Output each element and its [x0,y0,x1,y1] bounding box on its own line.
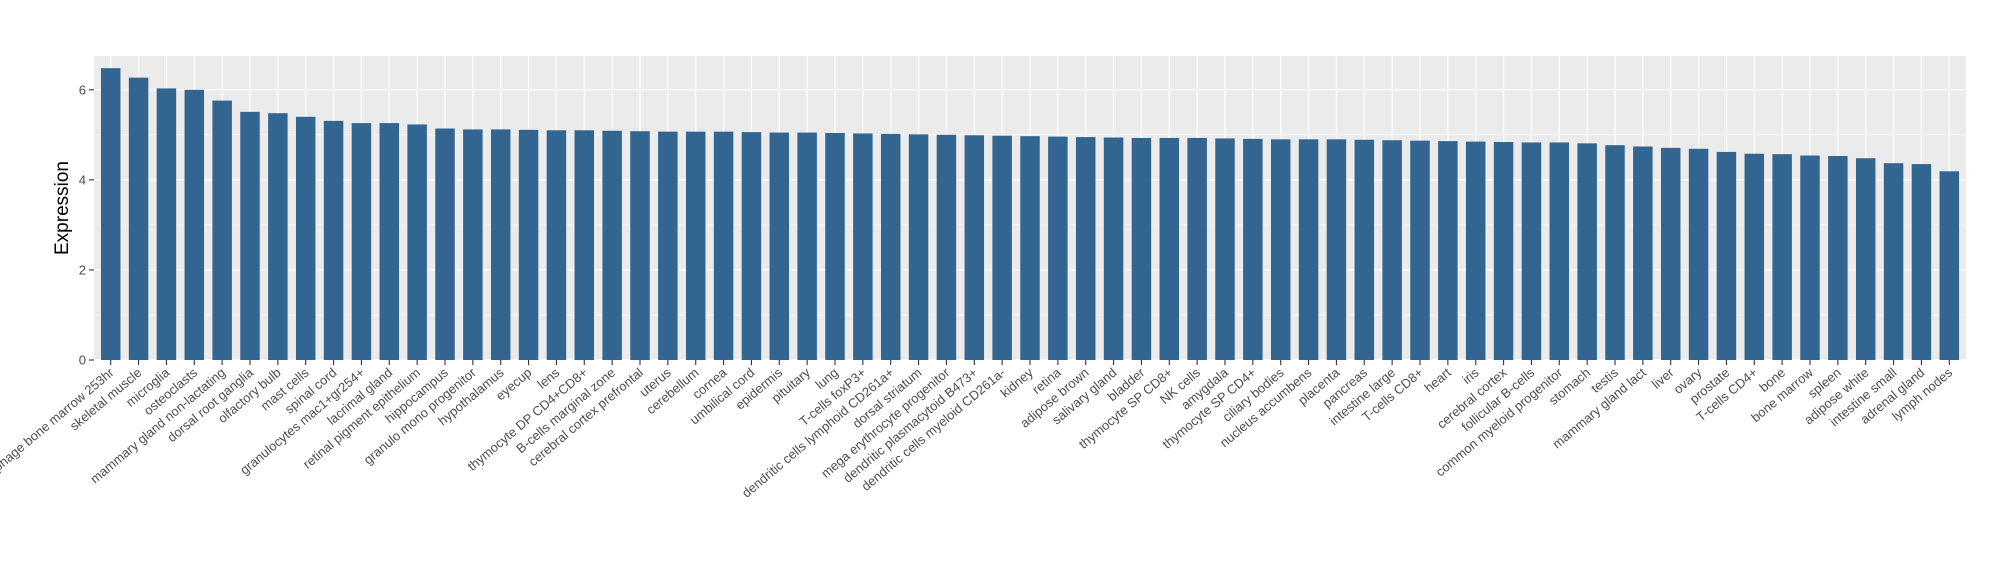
bar [853,133,873,360]
bar [574,130,595,360]
bar [518,129,539,360]
bar [1215,138,1235,360]
bar [128,77,149,361]
bar [1577,143,1597,360]
bar [100,68,121,360]
bar [1493,142,1514,360]
bar [1438,141,1458,360]
bar [1020,136,1040,360]
bar [1800,155,1820,360]
bar [156,88,177,360]
bar [602,130,622,360]
bar [1382,140,1402,360]
bar [1410,140,1430,360]
y-axis-title: Expression [52,161,73,255]
bar [658,131,678,360]
bar [1465,141,1486,360]
y-tick-label: 4 [79,172,86,187]
bar [1633,146,1653,360]
bar [797,132,817,360]
bar [546,130,567,360]
y-axis: 0 2 4 6 [79,82,94,368]
bar [1243,138,1263,360]
bar [1131,137,1152,360]
bar [268,113,288,360]
y-tick-label: 6 [79,82,86,97]
bar [1772,154,1792,360]
bar [1660,147,1681,360]
bar [1744,153,1765,360]
bar [1048,136,1068,360]
bar [1688,148,1709,360]
bar [1883,163,1904,360]
bar [825,133,845,360]
bar [435,128,455,360]
bar [685,131,706,360]
bar [463,129,483,360]
bar [1911,164,1932,360]
bar [1103,137,1124,360]
x-tick-label: kidney [998,364,1037,400]
bar [1298,139,1319,360]
bar [1521,142,1542,360]
bar [713,131,734,360]
bar [1605,145,1625,360]
bar [1159,137,1180,360]
bar [741,132,762,360]
bar [769,132,790,360]
bar [351,123,372,360]
y-tick-label: 2 [79,262,86,277]
bar [490,129,511,360]
bar [323,120,344,360]
bar [1549,142,1570,360]
bar [1354,139,1375,360]
bar [407,124,427,360]
bar [630,131,650,360]
bar [379,123,400,360]
bar [295,116,316,360]
bar [908,134,929,360]
bar [1326,139,1347,360]
bar [1828,155,1848,360]
y-tick-label: 0 [79,353,86,368]
bar [936,134,957,360]
bar [1855,158,1876,360]
bar [1939,171,1960,360]
bar [240,111,260,361]
bar [964,135,985,360]
x-tick-label: heart [1421,365,1454,396]
bar [1270,139,1291,360]
bar [880,133,901,360]
bar [1187,137,1207,360]
bar-series [100,68,1960,361]
bar [992,135,1012,360]
bar [1716,151,1737,360]
bar [212,100,232,360]
bar [1075,137,1096,360]
bar [184,89,205,361]
